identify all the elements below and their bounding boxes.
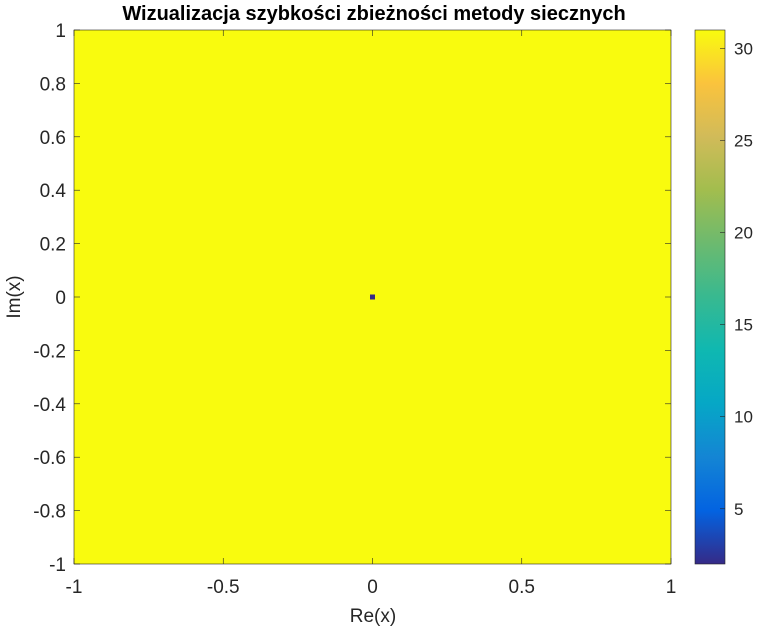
x-axis-ticks: -1 -0.5 0 0.5 1 — [66, 30, 677, 598]
y-tick-label: -0.8 — [33, 502, 66, 523]
colorbar-tick-label: 5 — [734, 500, 743, 519]
y-tick-label: 0.8 — [40, 74, 66, 95]
colorbar-tick-label: 15 — [734, 316, 753, 335]
x-tick-label: -1 — [66, 577, 83, 598]
x-tick-label: 0 — [367, 577, 378, 598]
y-tick-label: 0.4 — [40, 181, 67, 202]
colorbar-tick-label: 25 — [734, 131, 753, 150]
colorbar-tick-label: 20 — [734, 224, 753, 243]
x-tick-label: 0.5 — [509, 577, 535, 598]
colorbar-tick-label: 10 — [734, 408, 753, 427]
x-tick-label: 1 — [666, 577, 677, 598]
colorbar-ticks: 30 25 20 15 10 5 — [720, 39, 753, 519]
heatmap-cells — [370, 294, 375, 300]
heatmap-cell — [370, 294, 375, 300]
y-tick-label: -0.2 — [33, 341, 66, 362]
y-axis-ticks: 1 0.8 0.6 0.4 0.2 0 -0.2 -0.4 -0.6 -0.8 -1 — [33, 21, 671, 576]
colorbar — [694, 29, 726, 565]
x-axis-label: Re(x) — [350, 606, 396, 627]
y-tick-label: 0 — [55, 288, 66, 309]
y-tick-label: -0.4 — [33, 395, 66, 416]
y-tick-label: 1 — [55, 21, 66, 42]
y-tick-label: -0.6 — [33, 448, 66, 469]
y-axis-label: Im(x) — [4, 275, 25, 318]
y-tick-label: -1 — [49, 555, 66, 576]
y-tick-label: 0.2 — [40, 235, 66, 256]
y-tick-label: 0.6 — [40, 128, 66, 149]
chart-title: Wizualizacja szybkości zbieżności metody… — [122, 3, 625, 25]
colorbar-tick-label: 30 — [734, 39, 753, 58]
x-tick-label: -0.5 — [207, 577, 240, 598]
